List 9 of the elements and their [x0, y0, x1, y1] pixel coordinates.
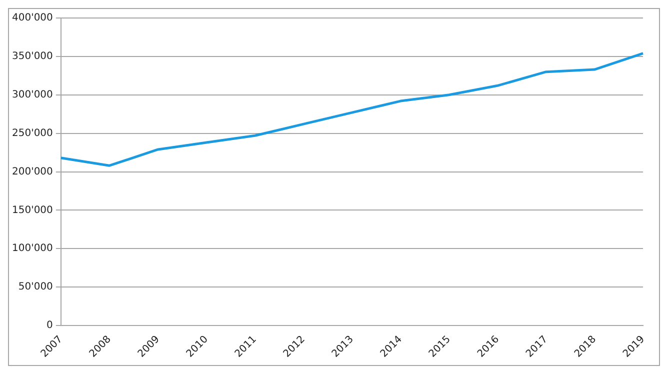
y-tick-label: 400'000: [12, 12, 53, 24]
y-tick-label: 250'000: [12, 128, 53, 139]
y-tick-label: 100'000: [12, 243, 53, 254]
y-tick-label: 50'000: [18, 282, 53, 293]
y-tick-label: 150'000: [12, 204, 53, 216]
y-tick-label: 350'000: [12, 51, 53, 62]
y-tick-label: 200'000: [12, 166, 53, 178]
y-tick-label: 300'000: [12, 89, 53, 100]
y-tick-label: 0: [46, 320, 53, 332]
